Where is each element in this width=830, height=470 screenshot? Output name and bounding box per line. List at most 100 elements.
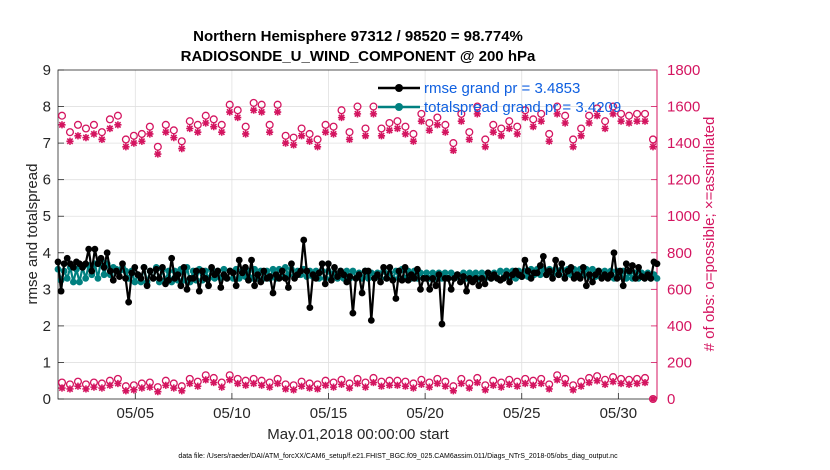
- obs-assimilated-marker: [585, 378, 593, 387]
- obs-assimilated-marker: [106, 381, 114, 389]
- rmse-point: [478, 274, 486, 282]
- obs-possible-marker: [177, 137, 186, 146]
- rmse-point: [392, 295, 400, 302]
- obs-possible-marker: [217, 120, 226, 129]
- obs-possible-marker: [561, 111, 570, 120]
- obs-assimilated-marker: [617, 117, 625, 125]
- rmse-point: [232, 282, 240, 290]
- obs-possible-marker: [345, 128, 354, 137]
- rmse-point: [165, 276, 172, 284]
- rmse-point: [457, 278, 464, 286]
- obs-possible-marker: [281, 131, 290, 140]
- rmse-point: [417, 285, 424, 293]
- rmse-point: [284, 284, 292, 291]
- rmse-point: [229, 269, 237, 277]
- rmse-point: [155, 274, 163, 282]
- obs-assimilated-marker: [250, 106, 258, 114]
- y-tick-label-right: 1600: [667, 99, 700, 116]
- rmse-point: [539, 253, 547, 260]
- obs-assimilated-marker: [106, 124, 114, 133]
- obs-assimilated-marker: [513, 382, 521, 390]
- obs-assimilated-marker: [465, 135, 473, 144]
- y-tick-label-left: 7: [43, 135, 51, 152]
- rmse-point: [558, 260, 566, 268]
- obs-possible-marker: [329, 122, 338, 131]
- obs-assimilated-marker: [377, 382, 386, 390]
- obs-possible-marker: [153, 142, 162, 151]
- y-tick-label-left: 0: [43, 391, 51, 408]
- obs-assimilated-marker: [329, 130, 338, 138]
- obs-possible-marker: [377, 124, 386, 133]
- obs-assimilated-marker: [425, 126, 433, 134]
- rmse-point: [260, 267, 268, 275]
- rmse-point: [321, 280, 329, 288]
- rmse-point: [251, 282, 258, 290]
- rmse-point: [410, 274, 418, 282]
- obs-assimilated-marker: [234, 113, 242, 122]
- rmse-point: [404, 276, 412, 284]
- obs-assimilated-marker: [305, 384, 314, 392]
- y-tick-label-left: 3: [43, 281, 51, 298]
- rmse-point: [202, 274, 209, 282]
- obs-assimilated-marker: [258, 381, 266, 389]
- obs-assimilated-marker: [178, 387, 186, 395]
- obs-assimilated-marker: [401, 382, 410, 390]
- obs-assimilated-marker: [513, 130, 521, 138]
- rmse-point: [103, 249, 111, 257]
- obs-assimilated-marker: [529, 123, 537, 131]
- obs-assimilated-marker: [74, 132, 82, 140]
- obs-assimilated-marker: [226, 108, 234, 116]
- obs-assimilated-marker: [369, 378, 378, 387]
- rmse-point: [567, 264, 575, 271]
- y-tick-label-right: 200: [667, 354, 692, 371]
- obs-assimilated-marker: [146, 383, 154, 391]
- obs-assimilated-marker: [577, 382, 585, 390]
- obs-possible-marker: [433, 113, 442, 122]
- data-file-footnote: data file: /Users/raeder/DAI/ATM_forcXX/…: [178, 453, 618, 460]
- rmse-point: [429, 274, 437, 282]
- obs-possible-marker: [640, 109, 650, 118]
- y-tick-label-left: 6: [43, 172, 51, 189]
- rmse-point: [438, 320, 446, 328]
- chart-title: Northern Hemisphere 97312 / 98520 = 98.7…: [181, 28, 536, 65]
- rmse-point: [607, 271, 615, 279]
- obs-assimilated-marker: [194, 382, 202, 390]
- obs-possible-marker: [601, 117, 610, 126]
- obs-assimilated-marker: [274, 379, 282, 388]
- rmse-point: [183, 285, 191, 293]
- obs-assimilated-marker: [625, 380, 633, 388]
- obs-assimilated-marker: [297, 382, 306, 390]
- totalspread-point: [653, 274, 661, 282]
- obs-assimilated-marker: [242, 130, 250, 138]
- obs-possible-marker: [81, 124, 91, 133]
- y-axis-label-left: rmse and totalspread: [24, 164, 41, 305]
- rmse-point: [380, 264, 388, 271]
- obs-assimilated-marker: [473, 378, 481, 387]
- rmse-point: [257, 278, 265, 286]
- obs-assimilated-marker: [409, 137, 418, 145]
- rmse-point: [208, 264, 215, 271]
- totalspread-point: [220, 265, 228, 273]
- obs-possible-marker: [473, 102, 482, 111]
- legend: rmse grand pr = 3.4853 totalspread grand…: [378, 80, 621, 116]
- obs-possible-marker: [65, 128, 75, 137]
- obs-assimilated-marker: [401, 130, 410, 138]
- rmse-point: [383, 274, 391, 282]
- rmse-point: [377, 278, 384, 286]
- y-tick-label-left: 5: [43, 208, 51, 225]
- rmse-point: [88, 267, 96, 275]
- rmse-point: [69, 264, 77, 271]
- rmse-point: [395, 267, 403, 275]
- rmse-point: [324, 260, 332, 268]
- rmse-point: [159, 264, 166, 271]
- rmse-point: [94, 260, 102, 268]
- rmse-point: [174, 271, 182, 279]
- obs-assimilated-marker: [353, 110, 362, 118]
- x-tick-label: 05/30: [600, 405, 638, 422]
- rmse-point: [297, 267, 305, 275]
- obs-assimilated-marker: [489, 128, 497, 136]
- rmse-point: [595, 267, 603, 275]
- rmse-point: [143, 282, 151, 290]
- rmse-point: [358, 289, 366, 297]
- rmse-point: [346, 273, 354, 280]
